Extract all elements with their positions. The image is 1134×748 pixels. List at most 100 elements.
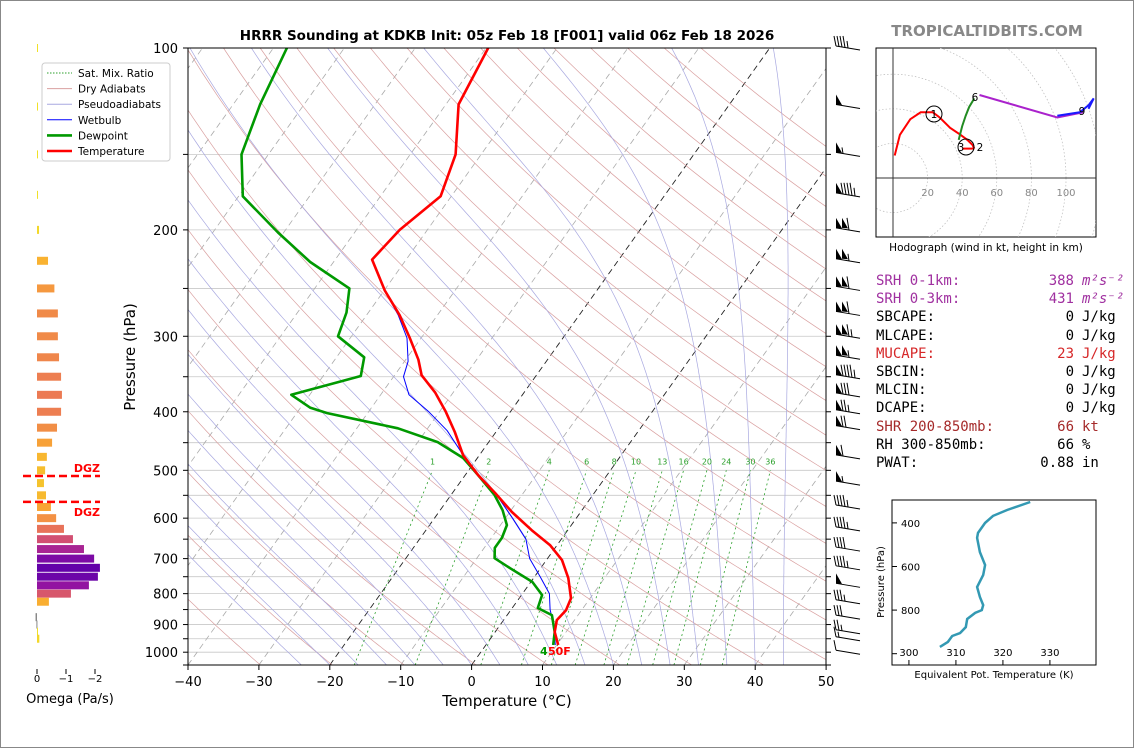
barb-full xyxy=(836,589,840,601)
dry-adiabat-line xyxy=(188,109,826,661)
dry-adiabat-line xyxy=(188,169,764,665)
dgz-label: DGZ xyxy=(74,462,100,475)
barb-half xyxy=(853,369,856,378)
mixing-ratio-line xyxy=(414,470,490,665)
barb-full xyxy=(839,536,843,549)
dry-adiabat-line xyxy=(188,598,261,665)
parameter-label: RH 300-850mb: xyxy=(876,436,986,453)
pseudoadiabat-line xyxy=(543,48,728,665)
x-tick-label: −20 xyxy=(316,675,343,690)
mixing-ratio-line xyxy=(673,470,727,665)
theta-x-tick-label: 310 xyxy=(946,648,965,659)
height-label: 6 xyxy=(972,92,979,104)
barb-full xyxy=(839,494,843,507)
isotherm-line xyxy=(188,48,416,368)
y-tick-label: 800 xyxy=(153,588,178,603)
wind-barb xyxy=(835,301,861,316)
barb-pennant xyxy=(842,345,848,356)
wind-barb xyxy=(835,345,861,360)
barb-staff xyxy=(835,614,861,620)
barb-staff xyxy=(835,285,861,291)
ring-label: 20 xyxy=(921,188,934,199)
height-label: 9 xyxy=(1079,106,1086,118)
mixing-ratio-label: 2 xyxy=(486,457,491,466)
omega-tick-label: −2 xyxy=(88,674,103,685)
barb-full xyxy=(836,35,840,47)
theta-e-chart: 300 310 320 330 400 600 800 xyxy=(891,499,1097,666)
barb-full xyxy=(846,301,850,314)
x-tick-label: 50 xyxy=(818,675,835,690)
mixing-ratio-line xyxy=(521,470,588,665)
omega-bar xyxy=(37,372,62,381)
ring-label: 40 xyxy=(956,188,969,199)
omega-bar xyxy=(37,407,62,416)
dewpoint-profile xyxy=(240,48,557,646)
parameter-row: MUCAPE: 23 J/kg xyxy=(876,345,1124,363)
wind-barbs xyxy=(833,35,861,655)
hodograph-frame xyxy=(875,47,1097,238)
omega-bar xyxy=(37,44,38,52)
parameter-value: 431 xyxy=(1048,291,1074,308)
barb-half xyxy=(840,624,843,631)
mixing-ratio-label: 24 xyxy=(721,457,731,466)
omega-bar xyxy=(37,353,60,362)
theta-e-frame xyxy=(891,499,1097,666)
parameter-unit: J/kg xyxy=(1082,327,1116,344)
barb-full xyxy=(840,399,844,412)
barb-half xyxy=(841,147,844,154)
mixing-ratio-line xyxy=(480,470,550,665)
legend-box xyxy=(41,62,171,162)
theta-y-tick-label: 400 xyxy=(901,519,920,530)
omega-bar xyxy=(37,452,47,461)
parameter-unit: % xyxy=(1082,436,1091,453)
parameter-value: 388 xyxy=(1048,273,1074,289)
omega-bar xyxy=(37,563,100,572)
barb-staff xyxy=(835,192,861,198)
mixing-ratio-line xyxy=(721,470,771,665)
barb-staff xyxy=(835,546,861,552)
theta-x-tick-label: 320 xyxy=(993,648,1012,659)
barb-pennant xyxy=(836,471,842,482)
wind-barb xyxy=(833,516,861,532)
wind-barb xyxy=(833,555,861,571)
barb-staff xyxy=(835,454,861,460)
barb-full xyxy=(846,364,850,377)
barb-staff xyxy=(835,104,861,110)
y-tick-label: 600 xyxy=(153,512,178,527)
legend-label: Temperature xyxy=(77,146,145,158)
pseudoadiabat-line xyxy=(188,393,444,665)
parameter-unit: m²s⁻² xyxy=(1082,273,1125,289)
parameter-value: 23 xyxy=(1057,345,1074,362)
x-tick-label: 10 xyxy=(534,675,551,690)
dry-adiabat-line xyxy=(188,534,333,665)
barb-staff xyxy=(835,425,861,431)
barb-staff xyxy=(835,354,861,360)
barb-full xyxy=(836,555,840,567)
barb-pennant xyxy=(842,217,848,229)
skewt-profiles xyxy=(240,48,573,646)
dry-adiabat-line xyxy=(517,48,826,302)
theta-y-tick-label: 600 xyxy=(901,562,920,573)
omega-bar xyxy=(37,502,51,511)
mixing-ratio-line xyxy=(626,470,684,665)
wind-barb xyxy=(835,573,861,588)
wind-barb xyxy=(835,471,861,486)
dry-adiabat-line xyxy=(406,48,826,401)
barb-pennant xyxy=(836,248,842,260)
isotherm-line xyxy=(400,67,826,665)
omega-bar xyxy=(37,545,84,554)
pseudoadiabat-line xyxy=(671,48,756,665)
barb-pennant xyxy=(836,142,842,153)
barb-full xyxy=(836,494,840,506)
barb-pennant xyxy=(836,444,842,456)
parameter-unit: in xyxy=(1082,455,1099,472)
barb-full xyxy=(843,399,847,412)
wind-barb xyxy=(833,640,861,655)
hodograph-segment xyxy=(957,97,976,141)
parameter-row: SBCIN: 0 J/kg xyxy=(876,363,1124,381)
theta-e-plot xyxy=(939,500,1031,648)
parameters-panel: SRH 0-1km: 388 m²s⁻² SRH 0-3km: 431 m²s⁻² SBCA… xyxy=(876,272,1124,472)
mixing-ratio-line xyxy=(550,470,615,665)
barb-half xyxy=(841,476,844,483)
barb-staff xyxy=(835,258,861,264)
